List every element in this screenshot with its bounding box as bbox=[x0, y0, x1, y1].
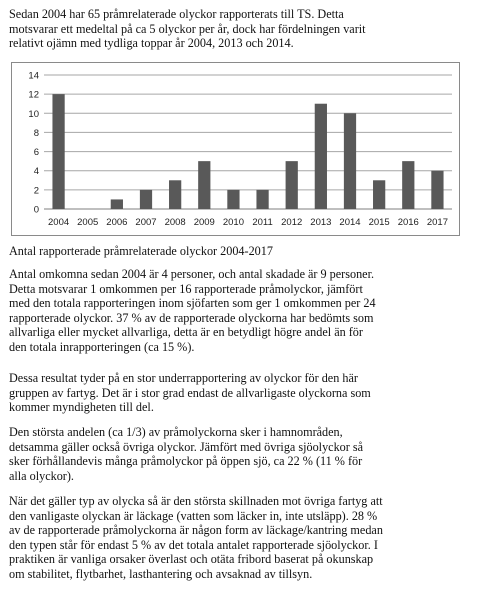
text-line: detsamma gäller också övriga olyckor. Jä… bbox=[9, 439, 364, 454]
paragraph-casualties: Antal omkomna sedan 2004 är 4 personer, … bbox=[9, 267, 475, 355]
x-tick-label: 2013 bbox=[310, 217, 331, 228]
bar-2008 bbox=[169, 180, 182, 209]
text-line: rapporterade olyckor. 37 % av de rapport… bbox=[9, 310, 374, 325]
bar-2012 bbox=[285, 161, 298, 209]
bar-2013 bbox=[314, 103, 327, 209]
x-tick-label: 2006 bbox=[106, 217, 127, 228]
y-tick-label: 0 bbox=[34, 205, 39, 216]
bar-chart: 0 2 4 6 8 10 12 14 2004 2005 2006 2007 2008 2009 2010 2… bbox=[11, 62, 460, 236]
paragraph-accident-type: När det gäller typ av olycka så är den s… bbox=[9, 494, 475, 582]
bar-2011 bbox=[256, 189, 269, 209]
bar-2016 bbox=[402, 161, 415, 209]
intro-paragraph: Sedan 2004 har 65 pråmrelaterade olyckor… bbox=[9, 7, 475, 51]
x-tick-label: 2017 bbox=[427, 217, 448, 228]
y-tick-label: 8 bbox=[34, 128, 39, 139]
x-tick-label: 2014 bbox=[339, 217, 360, 228]
text-line: relativt ojämn med tydliga toppar år 200… bbox=[9, 36, 294, 51]
bar-2009 bbox=[198, 161, 211, 209]
bar-2010 bbox=[227, 189, 240, 209]
text-line: Sedan 2004 har 65 pråmrelaterade olyckor… bbox=[9, 7, 344, 21]
y-tick-label: 2 bbox=[34, 185, 39, 196]
y-tick-label: 4 bbox=[34, 166, 39, 177]
bar-2004 bbox=[52, 94, 65, 209]
text-line: Dessa resultat tyder på en stor underrap… bbox=[9, 371, 358, 385]
text-line: sker förhållandevis många pråmolyckor på… bbox=[9, 454, 363, 469]
x-tick-label: 2007 bbox=[135, 217, 156, 228]
x-tick-label: 2008 bbox=[165, 217, 186, 228]
x-tick-label: 2016 bbox=[398, 217, 419, 228]
text-line: Detta motsvarar 1 omkommen per 16 rappor… bbox=[9, 281, 363, 296]
text-line: allvarliga eller mycket allvarliga, dett… bbox=[9, 325, 363, 340]
text-line: den totala inrapporteringen (ca 15 %). bbox=[9, 339, 195, 354]
x-tick-label: 2009 bbox=[194, 217, 215, 228]
text-line: motsvarar ett medeltal på ca 5 olyckor p… bbox=[9, 21, 366, 36]
text-line: den typen står för endast 5 % av det tot… bbox=[9, 537, 378, 552]
text-line: med den totala rapporteringen inom sjöfa… bbox=[9, 296, 376, 311]
bar-2015 bbox=[373, 180, 386, 209]
text-line: alla olyckor). bbox=[9, 468, 74, 483]
text-line: gruppen av fartyg. Det är i stor grad en… bbox=[9, 385, 371, 400]
x-tick-label: 2011 bbox=[252, 217, 272, 228]
chart-canvas: 0 2 4 6 8 10 12 14 2004 2005 2006 2007 2008 2009 2010 2… bbox=[28, 71, 452, 228]
x-tick-label: 2004 bbox=[48, 217, 69, 228]
text-line: den vanligaste olyckan är läckage (vatte… bbox=[9, 508, 378, 523]
text-line: kommer myndigheten till del. bbox=[9, 400, 154, 415]
text-line: Den största andelen (ca 1/3) av pråmolyc… bbox=[9, 425, 343, 439]
x-tick-label: 2005 bbox=[77, 217, 98, 228]
y-tick-label: 6 bbox=[34, 147, 39, 158]
y-tick-label: 12 bbox=[28, 90, 39, 101]
bar-2017 bbox=[431, 170, 444, 209]
x-tick-label: 2012 bbox=[281, 217, 302, 228]
x-tick-label: 2015 bbox=[369, 217, 390, 228]
text-line: När det gäller typ av olycka så är den s… bbox=[9, 494, 383, 508]
y-tick-label: 14 bbox=[28, 71, 39, 82]
text-line: av de rapporterade pråmolyckorna är någo… bbox=[9, 523, 383, 538]
y-tick-label: 10 bbox=[28, 109, 39, 120]
text-line: praktiken är vanliga orsaker överlast oc… bbox=[9, 552, 374, 567]
bar-2006 bbox=[110, 199, 123, 209]
bar-2014 bbox=[343, 113, 357, 209]
text-line: om stabilitet, flytbarhet, lasthantering… bbox=[9, 566, 313, 581]
figure-caption: Antal rapporterade pråmrelaterade olycko… bbox=[9, 244, 273, 258]
text-line: Antal omkomna sedan 2004 är 4 personer, … bbox=[9, 267, 375, 281]
bar-2007 bbox=[139, 189, 153, 209]
paragraph-location: Den största andelen (ca 1/3) av pråmolyc… bbox=[9, 425, 475, 483]
paragraph-underreporting: Dessa resultat tyder på en stor underrap… bbox=[9, 371, 475, 415]
x-tick-label: 2010 bbox=[223, 217, 244, 228]
